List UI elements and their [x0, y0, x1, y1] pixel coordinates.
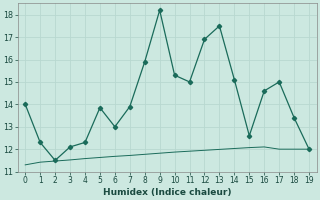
X-axis label: Humidex (Indice chaleur): Humidex (Indice chaleur) — [103, 188, 231, 197]
